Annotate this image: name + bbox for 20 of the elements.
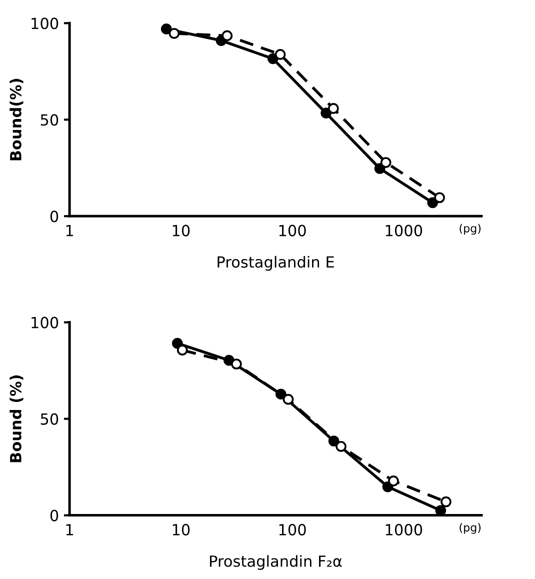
x-tick-label: 10: [172, 224, 190, 236]
x-tick-label: 1: [66, 524, 73, 536]
y-tick-label: 50: [40, 114, 58, 126]
y-tick-label: 0: [50, 210, 58, 222]
x-tick-label: 100: [279, 524, 306, 536]
x-tick-label: 1000: [386, 224, 422, 236]
y-tick-label: 100: [32, 18, 58, 30]
text: (pg): [460, 224, 481, 235]
y-axis-title: Bound(%): [10, 78, 24, 160]
y-axis-title: Bound (%): [10, 375, 24, 462]
y-tick-label: 100: [32, 316, 58, 328]
y-tick-label: 50: [40, 413, 58, 425]
x-axis-title: Prostaglandin F₂α: [210, 555, 342, 570]
x-tick-label: 1: [66, 224, 73, 236]
x-tick-label: 100: [279, 224, 306, 236]
x-tick-label: 1000: [386, 524, 422, 536]
text: (pg): [460, 523, 481, 534]
x-axis-title: Prostaglandin E: [218, 256, 334, 271]
x-tick-label: 10: [172, 524, 190, 536]
y-tick-label: 0: [50, 510, 58, 522]
